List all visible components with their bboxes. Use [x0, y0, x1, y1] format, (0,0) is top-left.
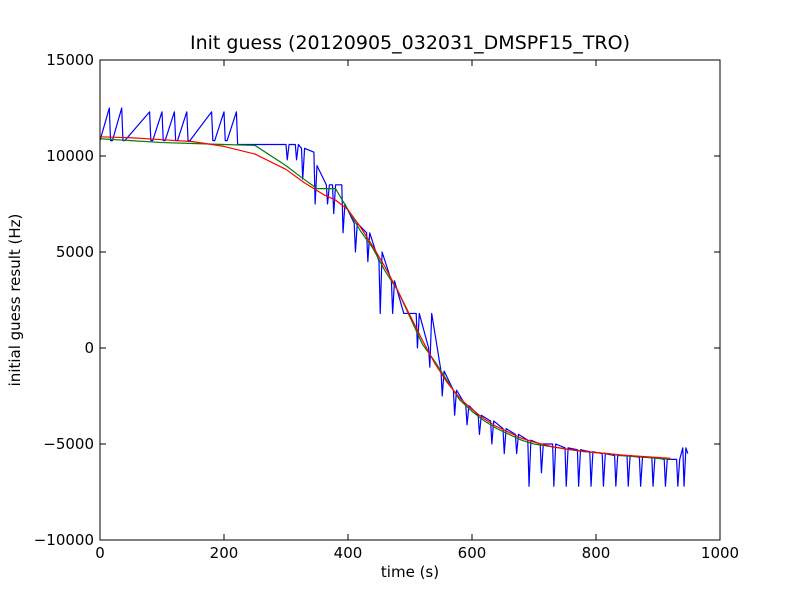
y-tick-label: −5000 [43, 435, 94, 453]
plot-frame [99, 59, 721, 541]
y-axis-label: initial guess result (Hz) [6, 214, 24, 387]
series-line-1 [100, 107, 689, 487]
x-tick-label: 800 [582, 544, 611, 562]
x-tick-label: 0 [95, 544, 105, 562]
y-tick-label: 15000 [46, 51, 94, 69]
x-axis-label: time (s) [381, 563, 439, 581]
x-tick-label: 400 [334, 544, 363, 562]
x-tick-label: 1000 [701, 544, 739, 562]
x-tick-label: 200 [210, 544, 239, 562]
ticks-layer: 0 200 400 600 800 1000 −10000 −5000 0 5000 10000 15… [34, 51, 739, 562]
y-tick-label: −10000 [34, 531, 94, 549]
series-line-3 [100, 136, 671, 459]
y-tick-label: 5000 [56, 243, 94, 261]
chart-title: Init guess (20120905_032031_DMSPF15_TRO) [190, 32, 630, 54]
y-tick-label: 0 [84, 339, 94, 357]
x-tick-label: 600 [458, 544, 487, 562]
y-tick-label: 10000 [46, 147, 94, 165]
series-layer [100, 107, 689, 487]
